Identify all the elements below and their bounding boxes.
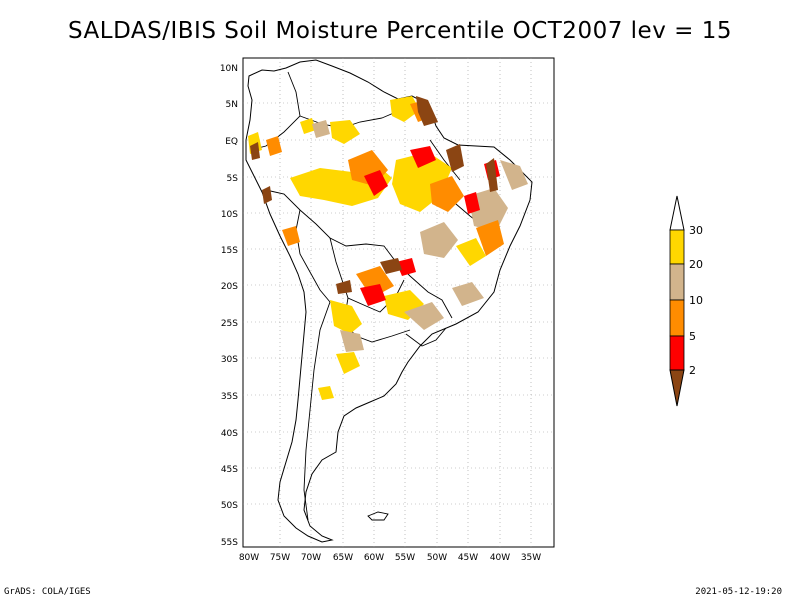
legend-label-5: 5	[689, 330, 696, 343]
legend-box-2-5	[669, 335, 685, 371]
legend-box-20-30	[669, 229, 685, 265]
longitude-labels: 80W 75W 70W 65W 60W 55W 50W 45W 40W 35W	[239, 553, 541, 563]
lat-label: 5N	[226, 100, 238, 110]
lat-label: 10N	[220, 64, 238, 74]
map-frame	[242, 57, 555, 548]
lon-label: 45W	[458, 553, 478, 563]
lon-label: 65W	[333, 553, 353, 563]
footer-timestamp: 2021-05-12-19:20	[695, 587, 782, 597]
legend-cap-bottom	[669, 369, 685, 407]
legend-box-5-10	[669, 299, 685, 337]
lat-label: 50S	[221, 501, 238, 511]
map-title: SALDAS/IBIS Soil Moisture Percentile OCT…	[68, 18, 732, 44]
latitude-labels: 10N 5N EQ 5S 10S 15S 20S 25S 30S 35S 40S…	[220, 64, 238, 548]
lon-label: 70W	[301, 553, 321, 563]
lon-label: 55W	[395, 553, 415, 563]
falkland-islands	[367, 511, 389, 521]
lat-label: EQ	[225, 137, 238, 147]
footer-credit: GrADS: COLA/IGES	[4, 587, 91, 597]
lat-label: 25S	[221, 319, 238, 329]
lon-label: 60W	[364, 553, 384, 563]
legend-cap-top	[669, 195, 685, 231]
lon-label: 50W	[427, 553, 447, 563]
lat-label: 15S	[221, 246, 238, 256]
lat-label: 55S	[221, 538, 238, 548]
lon-label: 35W	[521, 553, 541, 563]
lat-label: 40S	[221, 429, 238, 439]
percentile-patches	[248, 96, 528, 400]
legend-label-20: 20	[689, 258, 703, 271]
legend-label-10: 10	[689, 294, 703, 307]
legend-label-30: 30	[689, 224, 703, 237]
lat-label: 35S	[221, 392, 238, 402]
lat-label: 10S	[221, 210, 238, 220]
lat-label: 20S	[221, 282, 238, 292]
lon-label: 80W	[239, 553, 259, 563]
lat-label: 30S	[221, 355, 238, 365]
lat-label: 5S	[227, 174, 239, 184]
legend-label-2: 2	[689, 364, 696, 377]
color-legend: 30 20 10 5 2	[669, 195, 703, 407]
legend-box-10-20	[669, 263, 685, 301]
lon-label: 75W	[270, 553, 290, 563]
lon-label: 40W	[490, 553, 510, 563]
lat-label: 45S	[221, 465, 238, 475]
